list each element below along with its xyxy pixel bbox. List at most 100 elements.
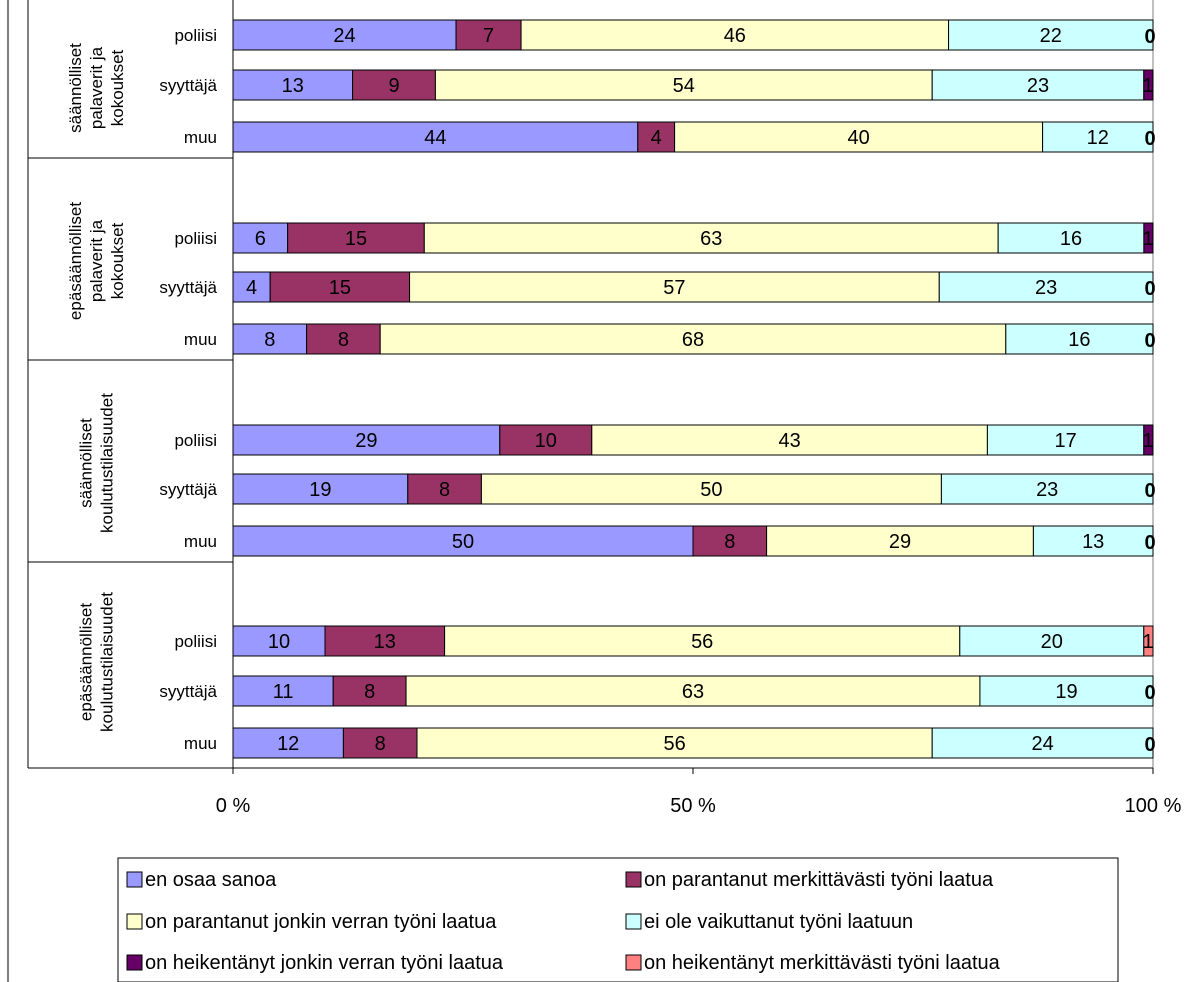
bar-segment xyxy=(332,675,407,707)
data-label: 15 xyxy=(345,228,367,250)
data-label: 44 xyxy=(424,127,446,149)
data-label: 19 xyxy=(1055,681,1077,703)
legend-label: en osaa sanoa xyxy=(145,869,277,891)
category-label: syyttäjä xyxy=(159,682,217,701)
bar-segment xyxy=(306,323,381,355)
data-label: 0 xyxy=(1144,330,1155,352)
bar-segment xyxy=(520,19,950,51)
legend-box xyxy=(117,857,1119,982)
data-label: 6 xyxy=(255,228,266,250)
data-label: 50 xyxy=(700,479,722,501)
data-label: 50 xyxy=(452,531,474,553)
data-label: 29 xyxy=(889,531,911,553)
data-label: 40 xyxy=(847,127,869,149)
category-label: syyttäjä xyxy=(159,480,217,499)
data-label: 1 xyxy=(1142,75,1153,97)
bar-segment xyxy=(232,69,354,101)
data-label: 63 xyxy=(700,228,722,250)
group-label-line: kokoukset xyxy=(108,49,127,126)
data-label: 10 xyxy=(268,631,290,653)
legend-swatch xyxy=(126,871,143,888)
data-label: 56 xyxy=(663,733,685,755)
category-label: poliisi xyxy=(174,632,217,651)
bars: 24 7 46 22 013 9 54 23 144 4 40 12 06 15 63 16 14 15 57 23 0… xyxy=(232,19,1156,759)
data-label: 8 xyxy=(338,329,349,351)
data-label: 56 xyxy=(691,631,713,653)
category-label: muu xyxy=(184,734,217,753)
data-label: 23 xyxy=(1035,277,1057,299)
group-label: epäsäännölliset koulutustilaisuudet xyxy=(77,592,117,732)
data-label: 20 xyxy=(1041,631,1063,653)
bar-segment xyxy=(1143,625,1154,657)
group-label: säännölliset palaverit ja kokoukset xyxy=(66,43,127,133)
data-label: 57 xyxy=(663,277,685,299)
bar-segment xyxy=(232,525,694,557)
data-label: 7 xyxy=(483,25,494,47)
legend-swatch xyxy=(126,954,143,971)
category-label: poliisi xyxy=(174,26,217,45)
bar-segment xyxy=(232,424,501,456)
data-label: 46 xyxy=(724,25,746,47)
legend: en osaa sanoa on parantanut merkittävästi… xyxy=(117,857,1119,982)
legend-label: on parantanut merkittävästi työni laatua xyxy=(644,869,994,891)
bar-segment xyxy=(232,727,344,759)
bar-segment xyxy=(1005,323,1154,355)
data-label: 23 xyxy=(1027,75,1049,97)
data-label: 24 xyxy=(333,25,355,47)
data-label: 0 xyxy=(1144,26,1155,48)
category-label: poliisi xyxy=(174,431,217,450)
legend-swatch xyxy=(625,871,642,888)
bar-segment xyxy=(948,19,1154,51)
bar-segment xyxy=(959,625,1145,657)
group-label-line: säännölliset xyxy=(66,43,85,133)
data-label: 16 xyxy=(1060,228,1082,250)
bar-segment xyxy=(232,625,326,657)
bar-segment xyxy=(407,473,482,505)
group-label-line: säännölliset xyxy=(77,418,96,508)
data-label: 13 xyxy=(374,631,396,653)
legend-label: on heikentänyt jonkin verran työni laatu… xyxy=(145,952,504,974)
bar-segment xyxy=(1143,424,1154,456)
data-label: 12 xyxy=(277,733,299,755)
data-label: 0 xyxy=(1144,278,1155,300)
data-label: 16 xyxy=(1068,329,1090,351)
data-label: 19 xyxy=(309,479,331,501)
data-label: 0 xyxy=(1144,734,1155,756)
data-label: 0 xyxy=(1144,128,1155,150)
data-label: 54 xyxy=(673,75,695,97)
data-label: 23 xyxy=(1036,479,1058,501)
data-label: 8 xyxy=(364,681,375,703)
category-label: muu xyxy=(184,128,217,147)
category-label: poliisi xyxy=(174,229,217,248)
bar-segment xyxy=(591,424,988,456)
x-tick-label: 0 % xyxy=(216,795,251,817)
group-label-line: kokoukset xyxy=(108,222,127,299)
x-tick-label: 50 % xyxy=(670,795,716,817)
data-label: 0 xyxy=(1144,480,1155,502)
group-label-line: palaverit ja xyxy=(87,219,106,302)
category-label: muu xyxy=(184,330,217,349)
data-label: 22 xyxy=(1040,25,1062,47)
data-label: 1 xyxy=(1142,631,1153,653)
bar-segment xyxy=(766,525,1034,557)
bar-segment xyxy=(931,727,1154,759)
x-tick-label: 100 % xyxy=(1125,795,1182,817)
group-label-line: koulutustilaisuudet xyxy=(98,592,117,732)
data-label: 4 xyxy=(246,277,257,299)
data-label: 8 xyxy=(264,329,275,351)
bar-segment xyxy=(416,727,933,759)
bar-segment xyxy=(455,19,522,51)
data-label: 68 xyxy=(682,329,704,351)
bar-segment xyxy=(997,222,1145,254)
bar-segment xyxy=(1042,121,1154,153)
bar-segment xyxy=(499,424,593,456)
legend-swatch xyxy=(126,913,143,930)
data-label: 13 xyxy=(1082,531,1104,553)
legend-label: on heikentänyt merkittävästi työni laatu… xyxy=(644,952,1001,974)
data-label: 0 xyxy=(1144,532,1155,554)
bar-segment xyxy=(379,323,1007,355)
legend-swatch xyxy=(625,954,642,971)
bar-segment xyxy=(232,271,271,303)
data-label: 1 xyxy=(1142,430,1153,452)
